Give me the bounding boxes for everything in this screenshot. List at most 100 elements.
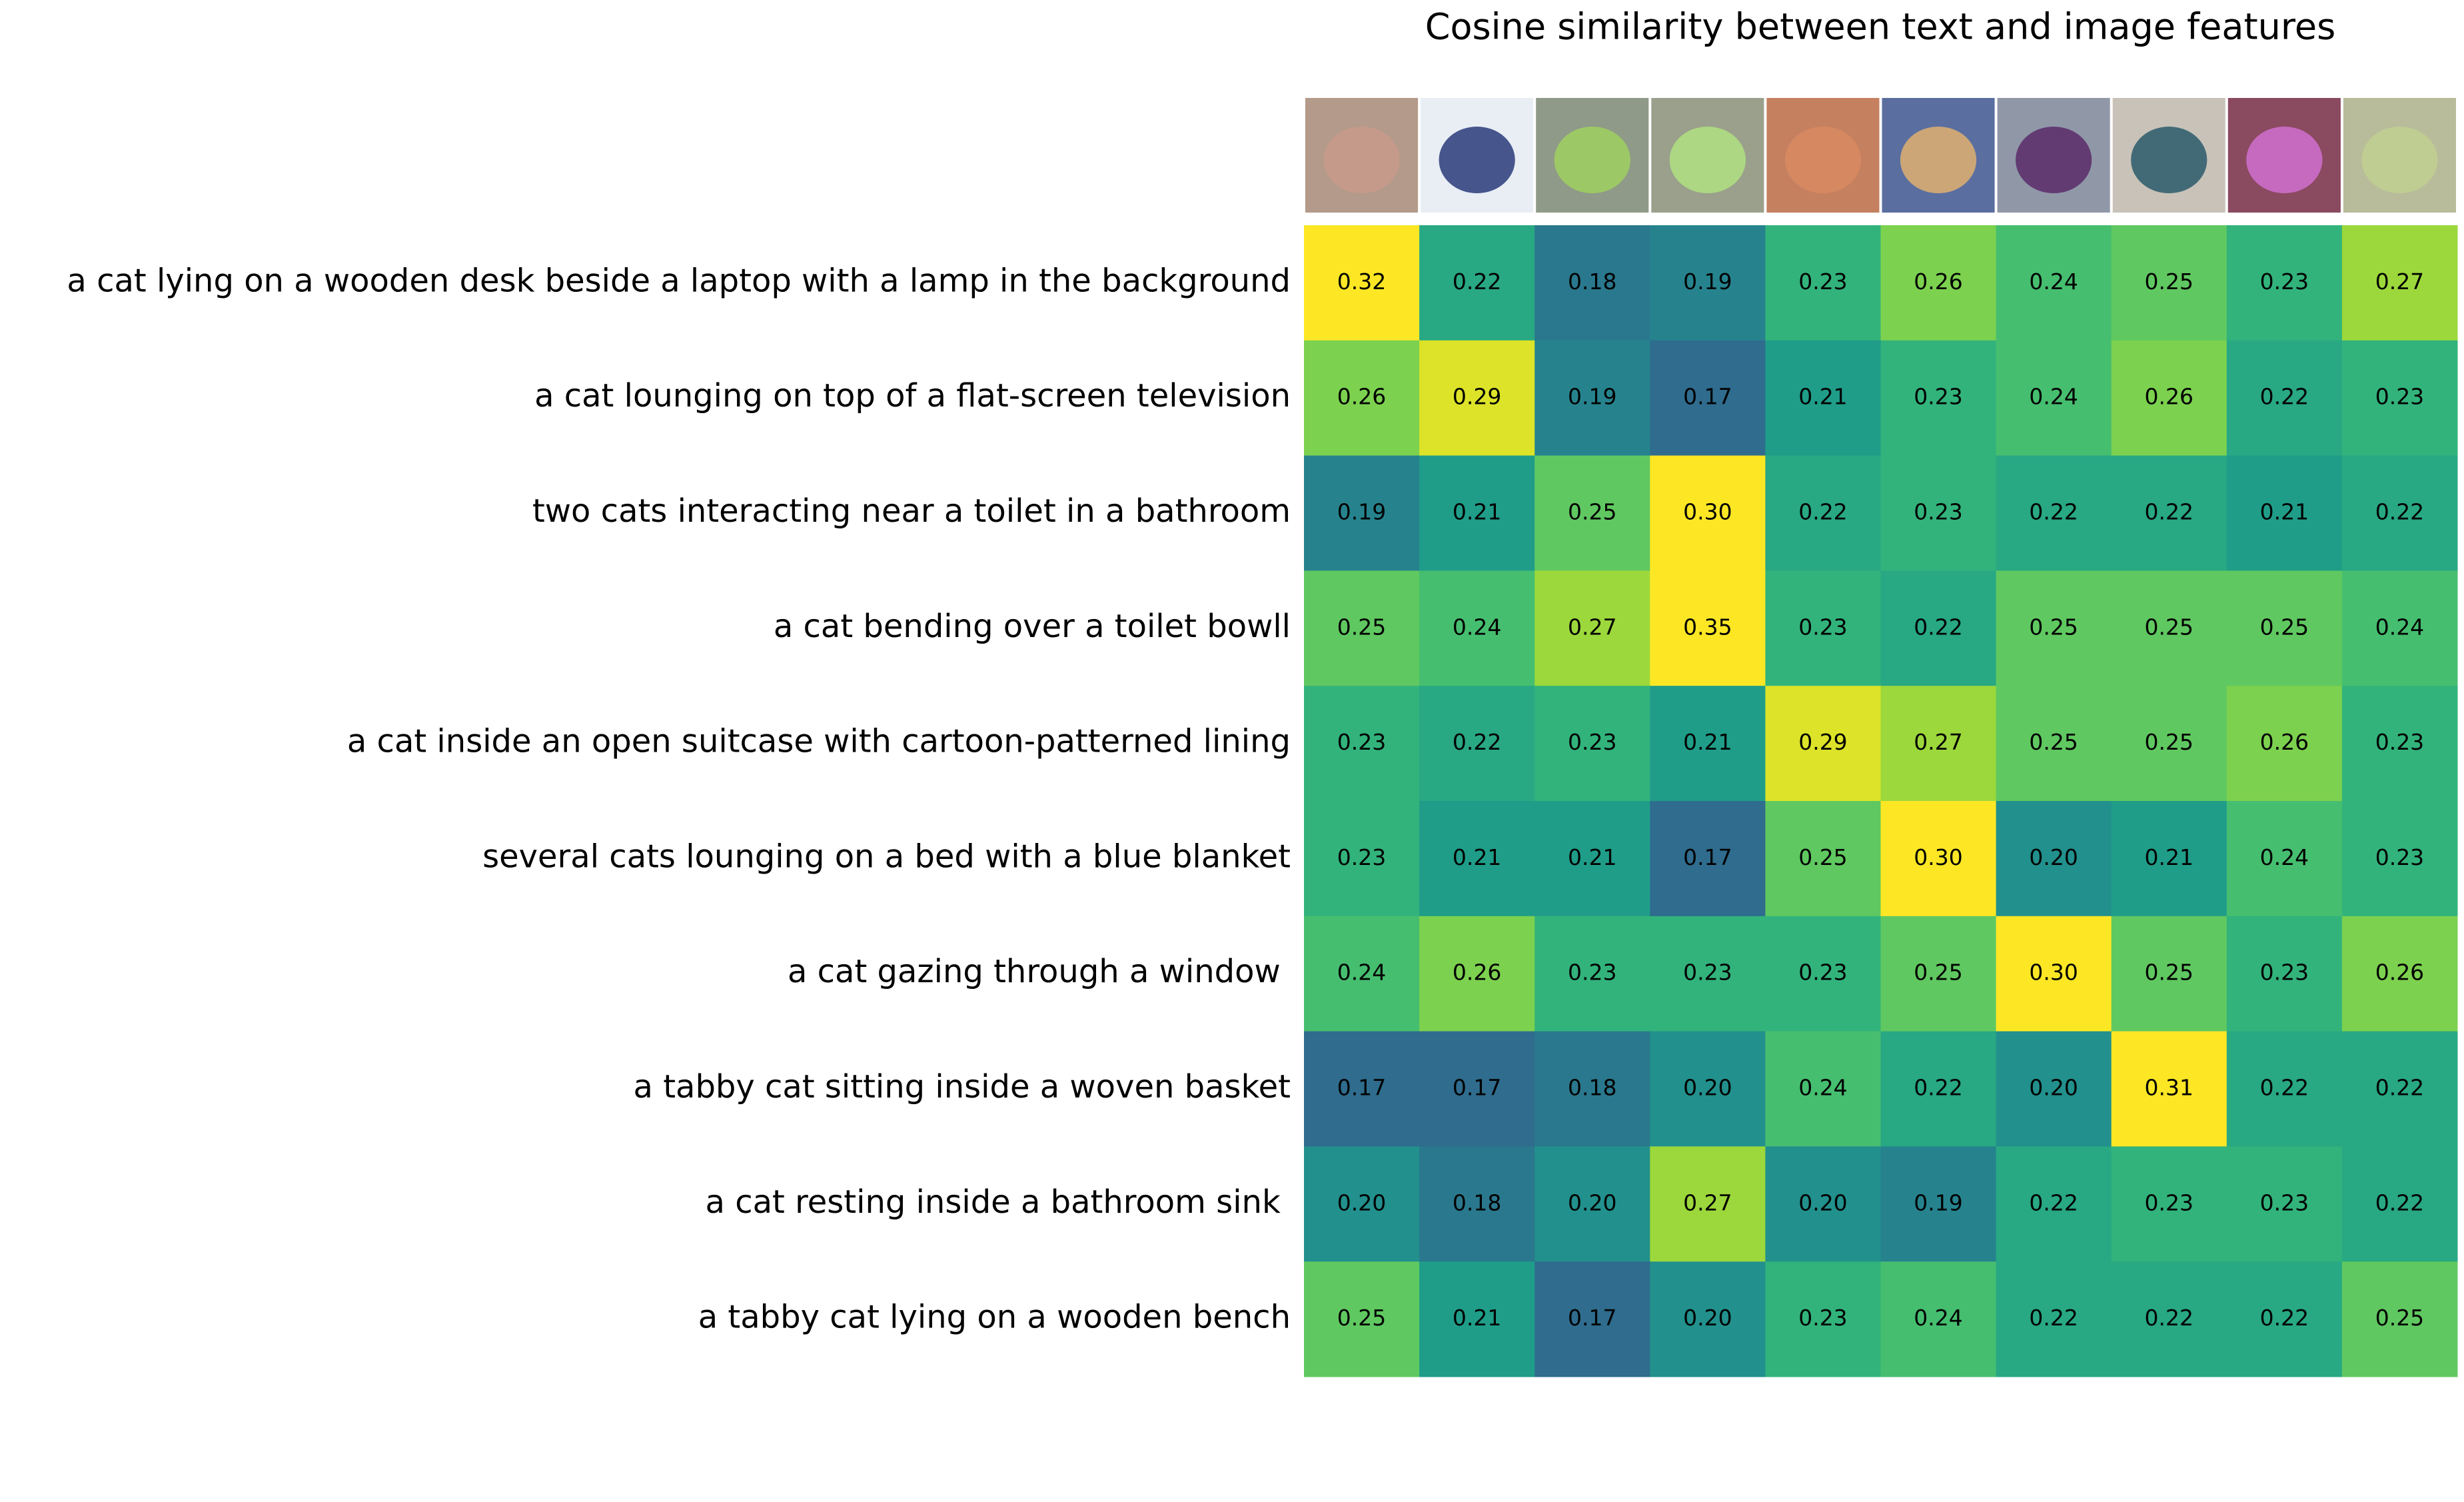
cell-label: 0.23 — [1337, 729, 1386, 755]
cell-label: 0.20 — [1798, 1189, 1847, 1215]
cell-label: 0.22 — [2260, 384, 2309, 410]
thumbnail-subject — [2131, 127, 2207, 193]
cell-label: 0.19 — [1683, 269, 1732, 295]
heatmap-cell — [1419, 916, 1535, 1032]
cell-label: 0.23 — [2260, 1189, 2309, 1215]
cell-label: 0.17 — [1453, 1075, 1501, 1101]
heatmap-cell — [2341, 1261, 2458, 1377]
row-label: a cat resting inside a bathroom sink — [706, 1183, 1291, 1221]
heatmap-cell — [1880, 1031, 1997, 1147]
heatmap-cell — [2111, 801, 2227, 917]
cell-label: 0.22 — [2029, 499, 2078, 525]
cell-label: 0.22 — [1914, 614, 1962, 640]
heatmap-cell — [1535, 225, 1650, 341]
cell-label: 0.21 — [1453, 844, 1501, 870]
heatmap-cell — [1535, 801, 1650, 917]
cell-label: 0.18 — [1568, 269, 1616, 295]
cell-label: 0.22 — [2375, 1075, 2424, 1101]
cell-label: 0.20 — [2029, 844, 2078, 870]
heatmap-cell — [1419, 686, 1535, 802]
cell-label: 0.24 — [1453, 614, 1501, 640]
cell-label: 0.26 — [1914, 269, 1962, 295]
cell-label: 0.25 — [2375, 1305, 2424, 1331]
cell-label: 0.26 — [1337, 384, 1386, 410]
heatmap-cell — [1650, 916, 1766, 1032]
cell-label: 0.23 — [1337, 844, 1386, 870]
heatmap-cell — [1996, 686, 2112, 802]
heatmap-cell — [2226, 1146, 2343, 1262]
cell-label: 0.19 — [1337, 499, 1386, 525]
cell-label: 0.25 — [2145, 269, 2193, 295]
heatmap-cell — [1880, 916, 1997, 1032]
heatmap-cell — [1996, 801, 2112, 917]
cell-label: 0.23 — [2260, 269, 2309, 295]
heatmap-cell — [1880, 225, 1997, 341]
cell-label: 0.20 — [1337, 1189, 1386, 1215]
row-label: a cat bending over a toilet bowll — [774, 608, 1291, 645]
cell-label: 0.29 — [1453, 384, 1501, 410]
cell-label: 0.23 — [1568, 729, 1616, 755]
cell-label: 0.20 — [1683, 1305, 1732, 1331]
cell-label: 0.30 — [1683, 499, 1732, 525]
heatmap-cell — [1535, 1261, 1650, 1377]
thumbnail-subject — [1554, 127, 1630, 193]
heatmap-cell — [1535, 916, 1650, 1032]
heatmap-cell — [1535, 340, 1650, 456]
heatmap-cell — [2111, 1146, 2227, 1262]
heatmap-cell — [2111, 686, 2227, 802]
cell-label: 0.21 — [2145, 844, 2193, 870]
heatmap-cell — [1304, 686, 1420, 802]
heatmap-cell — [2226, 340, 2343, 456]
heatmap-cell — [2111, 225, 2227, 341]
cell-label: 0.23 — [2375, 729, 2424, 755]
heatmap-cell — [1304, 916, 1420, 1032]
cell-label: 0.22 — [2260, 1305, 2309, 1331]
cell-label: 0.20 — [1568, 1189, 1616, 1215]
cell-label: 0.25 — [2145, 960, 2193, 986]
heatmap-cell — [1650, 1146, 1766, 1262]
cell-label: 0.24 — [2029, 269, 2078, 295]
heatmap-cell — [1996, 340, 2112, 456]
heatmap-cell — [2226, 225, 2343, 341]
cell-label: 0.24 — [2260, 844, 2309, 870]
heatmap-cell — [2341, 916, 2458, 1032]
cell-label: 0.27 — [2375, 269, 2424, 295]
heatmap-cell — [2111, 340, 2227, 456]
cell-label: 0.35 — [1683, 614, 1732, 640]
heatmap-cell — [2341, 801, 2458, 917]
heatmap-cell — [1650, 686, 1766, 802]
cell-label: 0.17 — [1337, 1075, 1386, 1101]
cell-label: 0.23 — [1914, 384, 1962, 410]
cell-label: 0.30 — [1914, 844, 1962, 870]
chart-title: Cosine similarity between text and image… — [1425, 6, 2335, 48]
heatmap-cell — [2341, 1146, 2458, 1262]
heatmap-cell — [2341, 340, 2458, 456]
heatmap-cell — [1419, 455, 1535, 571]
cell-label: 0.27 — [1683, 1189, 1732, 1215]
heatmap-cell — [1650, 455, 1766, 571]
heatmap-cell — [1304, 1031, 1420, 1147]
heatmap-cell — [2341, 1031, 2458, 1147]
heatmap-cell — [1419, 801, 1535, 917]
heatmap-cell — [1880, 340, 1997, 456]
heatmap-cell — [2341, 686, 2458, 802]
cell-label: 0.25 — [1337, 614, 1386, 640]
heatmap-cell — [1650, 340, 1766, 456]
row-label: several cats lounging on a bed with a bl… — [482, 838, 1291, 875]
cell-label: 0.23 — [1798, 614, 1847, 640]
heatmap-cell — [2226, 570, 2343, 686]
heatmap-cell — [1650, 570, 1766, 686]
heatmap-cell — [1765, 1031, 1881, 1147]
cell-label: 0.26 — [2260, 729, 2309, 755]
heatmap-cell — [1765, 916, 1881, 1032]
heatmap-cell — [1419, 1031, 1535, 1147]
heatmap-cell — [2226, 1031, 2343, 1147]
cell-label: 0.27 — [1568, 614, 1616, 640]
heatmap-cell — [1535, 455, 1650, 571]
cell-label: 0.27 — [1914, 729, 1962, 755]
cell-label: 0.24 — [1337, 960, 1386, 986]
thumbnail-subject — [1900, 127, 1977, 193]
heatmap-cell — [1304, 570, 1420, 686]
cell-label: 0.25 — [1798, 844, 1847, 870]
